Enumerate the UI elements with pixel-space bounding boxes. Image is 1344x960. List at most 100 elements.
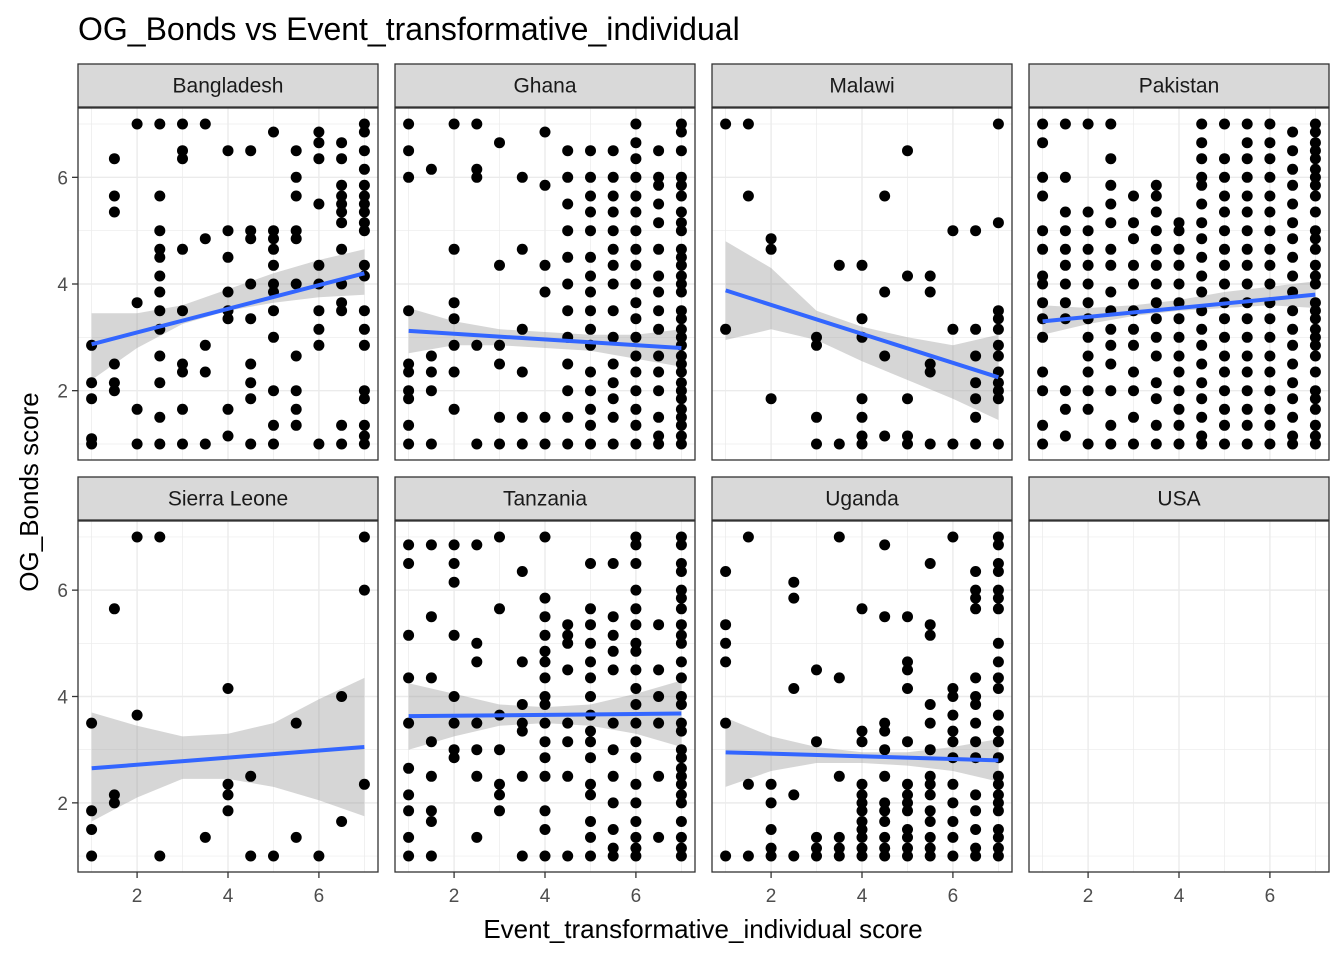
- x-axis-title: Event_transformative_individual score: [483, 914, 922, 944]
- data-point: [1219, 331, 1230, 343]
- data-point: [630, 797, 642, 809]
- data-point: [245, 393, 257, 405]
- data-point: [675, 126, 687, 138]
- data-point: [675, 566, 687, 577]
- data-point: [1309, 118, 1321, 130]
- y-tick-label: 4: [57, 275, 68, 296]
- x-tick-label: 2: [449, 886, 460, 907]
- data-point: [1219, 171, 1230, 183]
- data-point: [1082, 297, 1094, 309]
- data-point: [607, 358, 619, 370]
- panel-uganda: Uganda 2 4 6: [711, 476, 1013, 907]
- data-point: [108, 385, 120, 397]
- data-point: [1241, 171, 1253, 183]
- data-point: [1309, 419, 1321, 431]
- data-point: [1173, 331, 1185, 343]
- data-point: [607, 305, 619, 317]
- data-point: [720, 323, 732, 335]
- strip-usa: [1028, 476, 1330, 521]
- data-point: [245, 313, 257, 325]
- data-point: [585, 656, 596, 668]
- data-point: [516, 566, 528, 577]
- data-point: [290, 171, 302, 183]
- data-point: [970, 805, 982, 817]
- data-point: [1037, 419, 1049, 431]
- data-point: [1173, 419, 1185, 431]
- data-point: [1241, 278, 1253, 290]
- data-point: [245, 438, 257, 450]
- data-point: [268, 331, 279, 343]
- data-point: [833, 531, 845, 543]
- data-point: [902, 850, 913, 862]
- data-point: [879, 539, 891, 551]
- data-point: [1196, 358, 1208, 370]
- data-point: [108, 358, 120, 370]
- data-point: [154, 305, 166, 317]
- data-point: [675, 842, 687, 854]
- data-point: [879, 816, 891, 827]
- data-point: [630, 558, 642, 569]
- data-point: [924, 619, 936, 631]
- data-point: [448, 243, 460, 255]
- data-point: [516, 323, 528, 335]
- data-point: [471, 118, 483, 130]
- data-point: [879, 831, 891, 843]
- data-point: [539, 691, 551, 702]
- data-point: [1287, 270, 1299, 282]
- data-point: [1059, 297, 1071, 309]
- data-point: [947, 683, 959, 694]
- data-point: [1309, 331, 1321, 343]
- data-point: [1309, 403, 1321, 415]
- data-point: [653, 350, 665, 362]
- data-point: [1037, 118, 1049, 130]
- data-point: [653, 171, 665, 183]
- data-point: [562, 629, 574, 641]
- data-point: [494, 411, 505, 423]
- data-point: [856, 850, 868, 862]
- data-point: [108, 206, 120, 218]
- y-tick-label: 6: [57, 581, 68, 602]
- data-point: [539, 717, 551, 729]
- panel-malawi: Malawi: [711, 63, 1013, 461]
- data-point: [1173, 313, 1185, 325]
- data-point: [585, 385, 596, 397]
- data-point: [879, 350, 891, 362]
- data-point: [675, 259, 687, 271]
- data-point: [765, 824, 777, 835]
- data-point: [358, 190, 370, 202]
- data-point: [675, 206, 687, 218]
- data-point: [630, 171, 642, 183]
- data-point: [1150, 438, 1162, 450]
- data-point: [1309, 313, 1321, 325]
- data-point: [992, 805, 1004, 817]
- data-point: [630, 752, 642, 764]
- data-point: [585, 323, 596, 335]
- data-point: [494, 339, 505, 351]
- data-point: [630, 403, 642, 415]
- data-point: [653, 305, 665, 317]
- data-point: [1219, 313, 1230, 325]
- data-point: [924, 270, 936, 282]
- data-point: [947, 797, 959, 809]
- data-point: [630, 419, 642, 431]
- data-point: [245, 377, 257, 389]
- data-point: [539, 736, 551, 748]
- data-point: [131, 118, 143, 130]
- data-point: [879, 430, 891, 442]
- data-point: [403, 629, 415, 641]
- data-point: [425, 816, 437, 827]
- data-point: [992, 778, 1004, 790]
- data-point: [970, 584, 982, 596]
- data-point: [1241, 118, 1253, 130]
- data-point: [970, 377, 982, 389]
- data-point: [1196, 217, 1208, 229]
- data-point: [199, 339, 211, 351]
- data-point: [108, 789, 120, 801]
- data-point: [970, 824, 982, 835]
- data-point: [154, 270, 166, 282]
- data-point: [403, 419, 415, 431]
- data-point: [86, 433, 98, 445]
- chart-title: OG_Bonds vs Event_transformative_individ…: [78, 11, 740, 47]
- data-point: [585, 603, 596, 615]
- data-point: [970, 672, 982, 684]
